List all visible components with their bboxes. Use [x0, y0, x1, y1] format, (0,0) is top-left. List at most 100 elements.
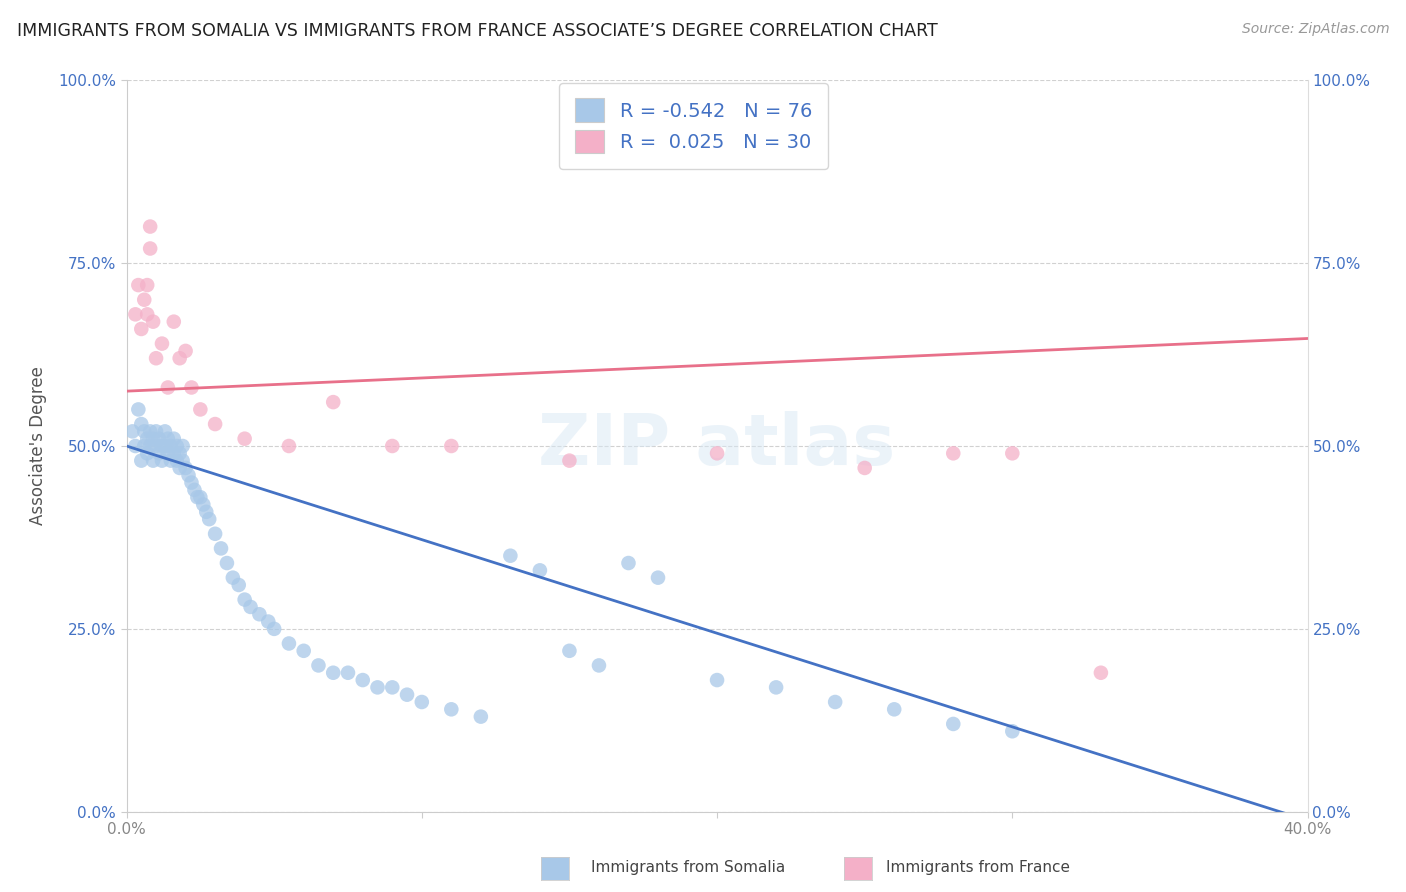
Text: Source: ZipAtlas.com: Source: ZipAtlas.com	[1241, 22, 1389, 37]
Point	[411, 695, 433, 709]
Point	[169, 446, 191, 460]
Point	[204, 417, 226, 431]
Point	[1090, 665, 1112, 680]
Point	[239, 599, 262, 614]
Point	[222, 571, 245, 585]
Point	[381, 439, 404, 453]
Point	[198, 512, 221, 526]
Point	[215, 556, 238, 570]
Point	[174, 461, 197, 475]
Point	[129, 453, 153, 467]
Point	[134, 293, 156, 307]
Point	[142, 432, 165, 446]
Point	[853, 461, 876, 475]
Point	[153, 425, 176, 439]
Point	[292, 644, 315, 658]
Legend: R = -0.542   N = 76, R =  0.025   N = 30: R = -0.542 N = 76, R = 0.025 N = 30	[560, 83, 828, 169]
Point	[706, 673, 728, 687]
Point	[139, 219, 162, 234]
Point	[169, 351, 191, 366]
Point	[647, 571, 669, 585]
Point	[124, 307, 146, 321]
Point	[148, 432, 170, 446]
Point	[322, 395, 344, 409]
Point	[156, 446, 179, 460]
Point	[150, 439, 173, 453]
Point	[263, 622, 285, 636]
Point	[249, 607, 271, 622]
Point	[942, 446, 965, 460]
Point	[134, 439, 156, 453]
Point	[150, 336, 173, 351]
Point	[824, 695, 846, 709]
Point	[177, 468, 200, 483]
Point	[166, 453, 188, 467]
Point	[257, 615, 280, 629]
Point	[129, 322, 153, 336]
Point	[172, 439, 194, 453]
Point	[163, 315, 186, 329]
Point	[193, 498, 215, 512]
Text: Immigrants from France: Immigrants from France	[886, 861, 1070, 875]
Point	[942, 717, 965, 731]
Point	[136, 278, 159, 293]
Point	[139, 439, 162, 453]
Point	[204, 526, 226, 541]
Point	[396, 688, 419, 702]
Point	[174, 343, 197, 358]
Point	[706, 446, 728, 460]
Point	[558, 453, 581, 467]
Point	[440, 702, 463, 716]
Point	[139, 425, 162, 439]
Point	[588, 658, 610, 673]
Point	[337, 665, 360, 680]
Point	[121, 425, 143, 439]
Point	[529, 563, 551, 577]
Point	[470, 709, 492, 723]
Point	[163, 432, 186, 446]
Point	[142, 453, 165, 467]
Point	[195, 505, 218, 519]
Point	[440, 439, 463, 453]
Point	[1001, 724, 1024, 739]
Point	[129, 417, 153, 431]
Point	[278, 439, 301, 453]
Point	[558, 644, 581, 658]
Text: IMMIGRANTS FROM SOMALIA VS IMMIGRANTS FROM FRANCE ASSOCIATE’S DEGREE CORRELATION: IMMIGRANTS FROM SOMALIA VS IMMIGRANTS FR…	[17, 22, 938, 40]
Point	[765, 681, 787, 695]
Text: Immigrants from Somalia: Immigrants from Somalia	[591, 861, 785, 875]
Point	[180, 380, 202, 394]
Point	[145, 351, 167, 366]
Point	[127, 278, 149, 293]
Point	[169, 461, 191, 475]
Point	[124, 439, 146, 453]
Point	[883, 702, 905, 716]
Point	[352, 673, 374, 687]
Point	[188, 490, 212, 504]
Point	[233, 592, 256, 607]
Text: ZIP atlas: ZIP atlas	[538, 411, 896, 481]
Point	[160, 453, 183, 467]
Point	[367, 681, 389, 695]
Point	[153, 439, 176, 453]
Point	[148, 446, 170, 460]
Point	[145, 425, 167, 439]
Point	[180, 475, 202, 490]
Point	[145, 439, 167, 453]
Point	[136, 432, 159, 446]
Point	[142, 315, 165, 329]
Point	[172, 453, 194, 467]
Point	[156, 380, 179, 394]
Point	[156, 432, 179, 446]
Point	[136, 446, 159, 460]
Point	[233, 432, 256, 446]
Point	[139, 242, 162, 256]
Point	[499, 549, 522, 563]
Point	[381, 681, 404, 695]
Point	[163, 446, 186, 460]
Point	[228, 578, 250, 592]
Point	[186, 490, 208, 504]
Point	[134, 425, 156, 439]
Point	[127, 402, 149, 417]
Point	[209, 541, 232, 556]
